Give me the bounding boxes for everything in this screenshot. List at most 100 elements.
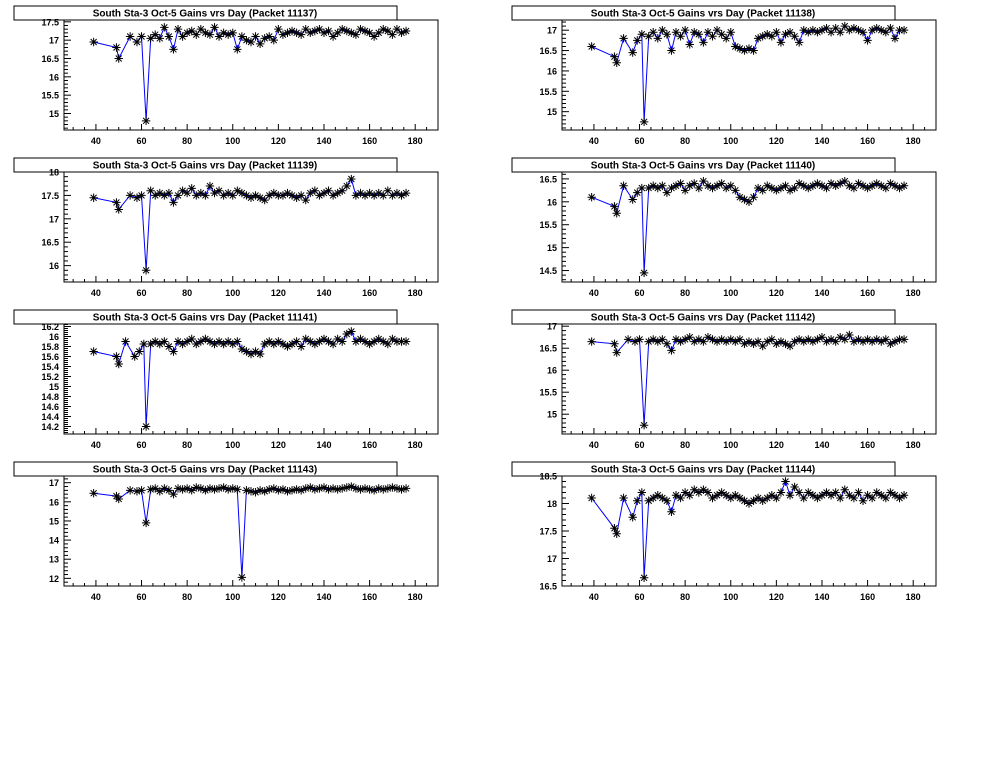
x-tick-label: 160: [362, 288, 377, 298]
data-point: [667, 507, 676, 516]
data-point: [151, 337, 160, 346]
data-point: [379, 24, 388, 34]
data-point: [296, 30, 306, 39]
data-point: [164, 342, 174, 351]
y-tick-label: 12: [49, 574, 59, 584]
data-point: [164, 486, 174, 495]
data-point: [219, 28, 228, 38]
data-point: [785, 341, 795, 351]
data-point: [315, 484, 324, 493]
data-point: [246, 349, 256, 359]
data-point: [685, 333, 694, 342]
data-point: [630, 337, 640, 346]
data-point: [132, 193, 142, 202]
data-point: [877, 25, 886, 35]
data-point: [633, 188, 642, 197]
data-point: [680, 25, 690, 35]
data-point: [365, 28, 374, 38]
data-point: [173, 24, 183, 34]
data-point: [392, 24, 402, 34]
data-point: [155, 339, 164, 349]
data-point: [804, 183, 813, 193]
data-point: [794, 179, 804, 188]
data-point: [899, 491, 909, 500]
data-point: [671, 181, 681, 190]
data-point: [89, 37, 98, 47]
data-point: [708, 493, 717, 503]
data-point: [114, 54, 123, 63]
data-point: [721, 34, 731, 43]
data-point: [210, 339, 219, 349]
data-point: [781, 477, 790, 486]
y-tick-label: 15.6: [41, 352, 59, 362]
data-point: [201, 28, 210, 38]
data-point: [351, 191, 361, 200]
data-point: [242, 35, 251, 45]
data-point: [237, 344, 247, 354]
data-point: [388, 483, 397, 492]
data-point: [383, 26, 393, 36]
data-point: [347, 28, 356, 38]
chart-title: South Sta-3 Oct-5 Gains vrs Day (Packet …: [93, 161, 318, 172]
chart-title: South Sta-3 Oct-5 Gains vrs Day (Packet …: [93, 465, 318, 476]
data-point: [763, 181, 772, 190]
data-point: [840, 335, 849, 344]
y-tick-label: 16: [49, 332, 59, 342]
data-point: [296, 191, 306, 200]
data-point: [817, 25, 827, 35]
data-point: [310, 339, 320, 349]
data-point: [872, 23, 881, 33]
data-point: [721, 337, 731, 346]
data-point: [205, 181, 215, 191]
x-tick-label: 60: [137, 136, 147, 146]
x-tick-label: 40: [589, 288, 599, 298]
data-point: [826, 179, 836, 188]
x-tick-label: 180: [906, 440, 921, 450]
data-point: [703, 181, 713, 190]
data-point: [132, 487, 142, 496]
data-point: [867, 25, 877, 35]
data-point: [278, 191, 288, 200]
data-point: [278, 485, 288, 494]
data-point: [114, 494, 123, 504]
data-point: [260, 487, 269, 496]
data-point: [178, 32, 187, 41]
title-box: [511, 461, 896, 477]
data-point: [758, 186, 767, 195]
data-point: [333, 188, 342, 198]
data-point: [744, 44, 754, 53]
data-point: [379, 191, 388, 200]
y-tick-label: 18.5: [539, 472, 557, 482]
x-tick-label: 100: [723, 288, 738, 298]
data-point: [274, 337, 283, 346]
data-point: [265, 32, 274, 41]
data-point: [849, 493, 859, 503]
data-point: [401, 26, 411, 36]
data-point: [644, 183, 653, 193]
data-point: [895, 183, 904, 193]
data-point: [383, 186, 393, 195]
data-point: [836, 493, 845, 503]
data-point: [612, 348, 621, 357]
x-tick-label: 80: [680, 136, 690, 146]
data-point: [255, 349, 265, 359]
data-point: [374, 188, 383, 198]
data-point: [223, 30, 233, 39]
data-point: [388, 334, 397, 344]
x-tick-label: 60: [635, 440, 645, 450]
data-point: [178, 485, 187, 494]
x-tick-label: 160: [860, 288, 875, 298]
data-point: [858, 28, 868, 37]
data-point: [114, 205, 123, 214]
data-point: [644, 496, 653, 505]
data-point: [772, 339, 781, 348]
y-tick-label: 17: [547, 554, 557, 564]
data-point: [658, 181, 667, 190]
x-tick-label: 180: [408, 440, 423, 450]
data-point: [767, 491, 777, 500]
data-point: [155, 188, 164, 198]
data-point: [694, 335, 704, 344]
data-point: [776, 488, 786, 497]
data-point: [178, 186, 187, 195]
data-point: [351, 30, 361, 39]
